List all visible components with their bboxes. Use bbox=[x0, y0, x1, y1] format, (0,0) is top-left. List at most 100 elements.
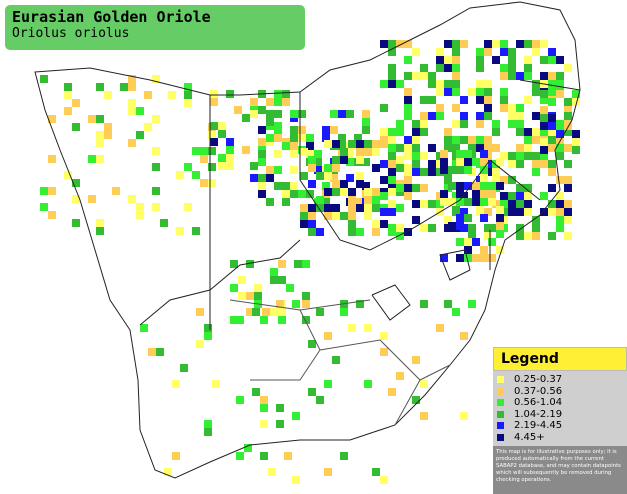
map-cell bbox=[468, 232, 476, 240]
map-cell bbox=[524, 64, 532, 72]
map-cell bbox=[480, 182, 488, 190]
map-cell bbox=[152, 75, 160, 83]
map-cell bbox=[282, 142, 290, 150]
map-cell bbox=[308, 212, 316, 220]
map-cell bbox=[196, 340, 204, 348]
map-cell bbox=[428, 112, 436, 120]
map-cell bbox=[448, 166, 456, 174]
map-cell bbox=[88, 115, 96, 123]
map-cell bbox=[300, 148, 308, 156]
map-cell bbox=[184, 203, 192, 211]
map-cell bbox=[404, 192, 412, 200]
map-cell bbox=[500, 48, 508, 56]
map-cell bbox=[420, 152, 428, 160]
map-cell bbox=[460, 120, 468, 128]
legend-item: 4.45+ bbox=[497, 432, 627, 444]
map-cell bbox=[316, 228, 324, 236]
map-cell bbox=[524, 152, 532, 160]
map-cell bbox=[64, 83, 72, 91]
map-cell bbox=[396, 120, 404, 128]
map-cell bbox=[564, 232, 572, 240]
map-cell bbox=[472, 198, 480, 206]
map-cell bbox=[332, 188, 340, 196]
map-cell bbox=[372, 196, 380, 204]
map-cell bbox=[452, 144, 460, 152]
map-cell bbox=[314, 166, 322, 174]
map-cell bbox=[372, 204, 380, 212]
map-cell bbox=[104, 131, 112, 139]
map-cell bbox=[452, 104, 460, 112]
map-cell bbox=[286, 284, 294, 292]
map-cell bbox=[500, 192, 508, 200]
map-cell bbox=[476, 112, 484, 120]
map-cell bbox=[452, 208, 460, 216]
map-cell bbox=[524, 128, 532, 136]
map-cell bbox=[404, 228, 412, 236]
map-cell bbox=[440, 150, 448, 158]
map-cell bbox=[548, 144, 556, 152]
map-cell bbox=[540, 106, 548, 114]
legend-item: 2.19-4.45 bbox=[497, 420, 627, 432]
map-cell bbox=[316, 196, 324, 204]
map-cell bbox=[88, 155, 96, 163]
map-cell bbox=[152, 115, 160, 123]
map-cell bbox=[372, 228, 380, 236]
map-cell bbox=[444, 216, 452, 224]
map-cell bbox=[456, 198, 464, 206]
map-cell bbox=[564, 104, 572, 112]
map-cell bbox=[278, 308, 286, 316]
map-cell bbox=[72, 219, 80, 227]
map-cell bbox=[348, 228, 356, 236]
map-cell bbox=[208, 131, 216, 139]
map-cell bbox=[396, 164, 404, 172]
map-cell bbox=[372, 164, 380, 172]
map-cell bbox=[210, 98, 218, 106]
map-cell bbox=[508, 64, 516, 72]
map-cell bbox=[314, 158, 322, 166]
map-cell bbox=[356, 180, 364, 188]
map-cell bbox=[476, 56, 484, 64]
map-cell bbox=[564, 200, 572, 208]
map-cell bbox=[316, 396, 324, 404]
map-cell bbox=[540, 152, 548, 160]
map-cell bbox=[192, 227, 200, 235]
map-cell bbox=[48, 155, 56, 163]
map-cell bbox=[556, 216, 564, 224]
map-cell bbox=[500, 96, 508, 104]
map-cell bbox=[306, 150, 314, 158]
map-cell bbox=[412, 160, 420, 168]
map-cell bbox=[364, 140, 372, 148]
map-cell bbox=[548, 200, 556, 208]
map-cell bbox=[556, 72, 564, 80]
map-cell bbox=[354, 198, 362, 206]
map-cell bbox=[564, 208, 572, 216]
map-cell bbox=[364, 380, 372, 388]
map-cell bbox=[322, 182, 330, 190]
legend-label: 0.37-0.56 bbox=[514, 385, 563, 397]
map-cell bbox=[420, 224, 428, 232]
legend-title: Legend bbox=[493, 347, 627, 371]
map-cell bbox=[508, 152, 516, 160]
map-cell bbox=[136, 211, 144, 219]
map-cell bbox=[516, 192, 524, 200]
legend-label: 2.19-4.45 bbox=[514, 420, 563, 432]
map-cell bbox=[270, 268, 278, 276]
map-cell bbox=[290, 166, 298, 174]
map-cell bbox=[532, 168, 540, 176]
map-cell bbox=[306, 134, 314, 142]
map-cell bbox=[500, 40, 508, 48]
map-cell bbox=[404, 184, 412, 192]
map-cell bbox=[532, 136, 540, 144]
map-cell bbox=[72, 195, 80, 203]
map-cell bbox=[484, 48, 492, 56]
map-cell bbox=[348, 140, 356, 148]
map-cell bbox=[452, 64, 460, 72]
map-cell bbox=[404, 112, 412, 120]
map-cell bbox=[164, 468, 172, 476]
map-cell bbox=[452, 40, 460, 48]
map-cell bbox=[440, 158, 448, 166]
map-cell bbox=[388, 64, 396, 72]
map-cell bbox=[508, 176, 516, 184]
map-cell bbox=[330, 174, 338, 182]
